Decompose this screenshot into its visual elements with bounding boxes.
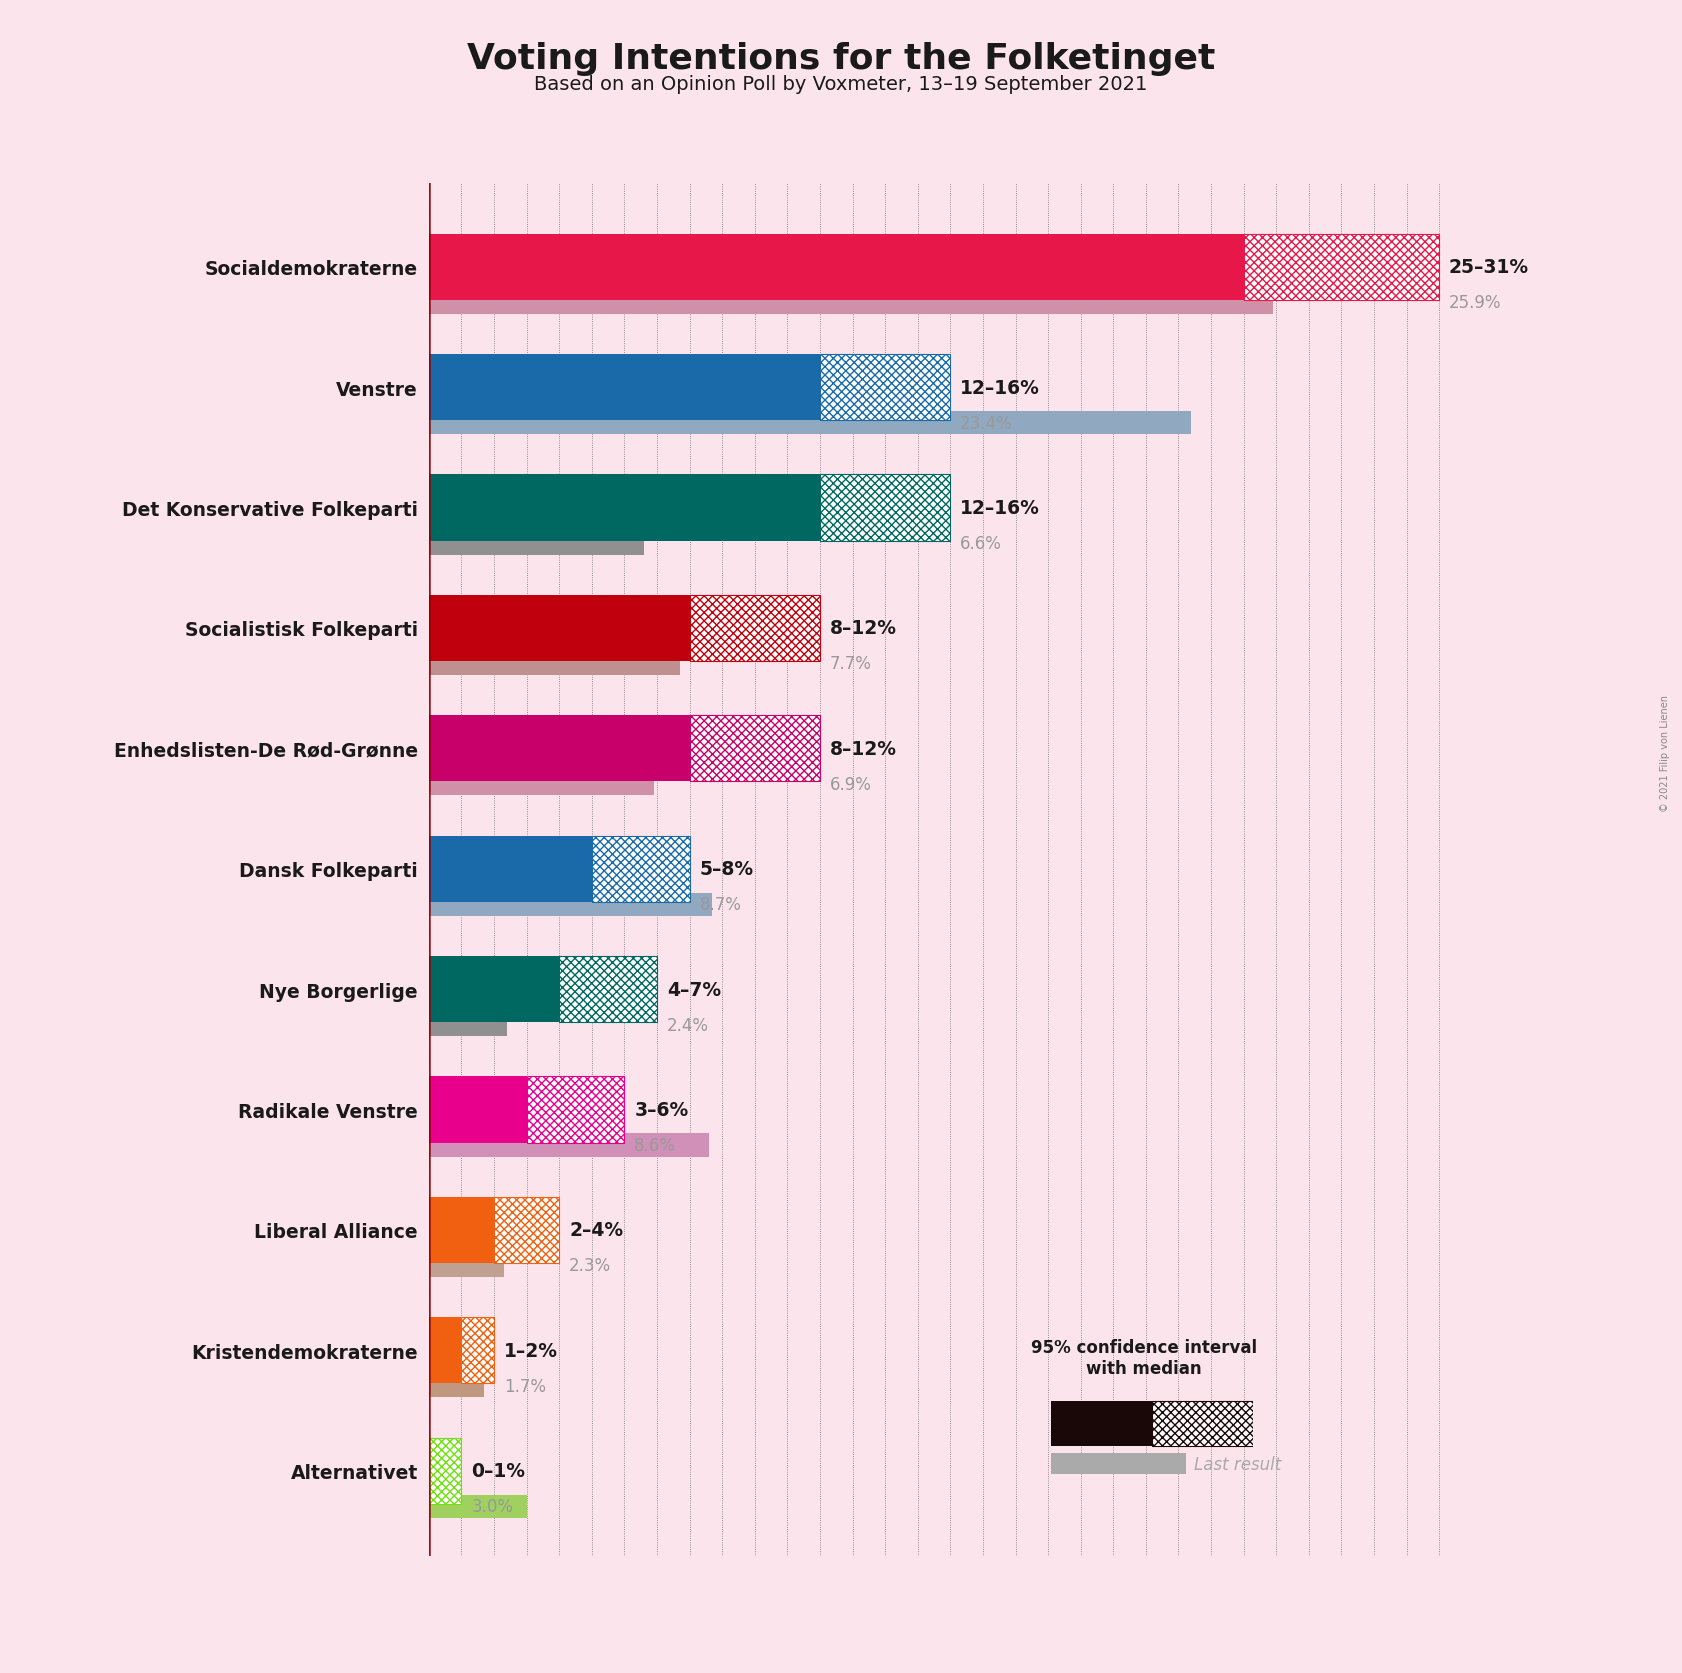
Bar xyxy=(429,1494,526,1517)
Bar xyxy=(429,291,1273,315)
Bar xyxy=(690,716,821,781)
Bar xyxy=(1051,1400,1152,1447)
Bar xyxy=(429,1437,461,1504)
Bar xyxy=(429,1077,526,1143)
Bar xyxy=(429,412,1191,435)
Bar xyxy=(429,773,654,796)
Bar xyxy=(429,475,819,542)
Bar xyxy=(558,957,658,1022)
Bar xyxy=(429,893,713,917)
Bar xyxy=(690,716,821,781)
Text: 4–7%: 4–7% xyxy=(666,980,722,999)
Text: 2–4%: 2–4% xyxy=(569,1221,622,1240)
Bar xyxy=(429,957,558,1022)
Bar xyxy=(429,1134,710,1158)
Text: 12–16%: 12–16% xyxy=(960,378,1039,398)
Text: 2.3%: 2.3% xyxy=(569,1256,611,1275)
Bar xyxy=(461,1317,495,1384)
Bar xyxy=(429,355,819,422)
Text: 5–8%: 5–8% xyxy=(700,860,754,878)
Bar xyxy=(429,1014,508,1037)
Text: Based on an Opinion Poll by Voxmeter, 13–19 September 2021: Based on an Opinion Poll by Voxmeter, 13… xyxy=(535,75,1147,94)
Bar xyxy=(1243,234,1440,301)
Bar xyxy=(429,652,680,676)
Bar xyxy=(429,1375,484,1397)
Text: 23.4%: 23.4% xyxy=(960,415,1013,432)
Text: 3.0%: 3.0% xyxy=(471,1497,513,1516)
Bar xyxy=(558,957,658,1022)
Bar xyxy=(461,1317,495,1384)
Bar xyxy=(819,355,950,422)
Bar xyxy=(429,836,592,902)
Text: 1–2%: 1–2% xyxy=(505,1342,558,1360)
Text: 2.4%: 2.4% xyxy=(666,1016,708,1034)
Text: 3–6%: 3–6% xyxy=(634,1101,688,1119)
Bar xyxy=(1243,234,1440,301)
Bar xyxy=(819,475,950,542)
Bar xyxy=(495,1198,558,1263)
Text: 7.7%: 7.7% xyxy=(829,656,871,673)
Text: 8–12%: 8–12% xyxy=(829,619,897,637)
Text: 25.9%: 25.9% xyxy=(1448,294,1502,311)
Bar xyxy=(819,355,950,422)
Bar xyxy=(526,1077,624,1143)
Bar xyxy=(592,836,690,902)
Bar xyxy=(429,1198,495,1263)
Bar xyxy=(429,1437,461,1504)
Bar xyxy=(526,1077,624,1143)
Bar xyxy=(429,234,1243,301)
Bar xyxy=(495,1198,558,1263)
Text: 25–31%: 25–31% xyxy=(1448,258,1529,278)
Bar xyxy=(429,532,644,555)
Text: 0–1%: 0–1% xyxy=(471,1462,525,1481)
Text: © 2021 Filip von Lienen: © 2021 Filip von Lienen xyxy=(1660,694,1670,811)
Bar xyxy=(429,1255,505,1276)
Bar xyxy=(429,596,690,661)
Text: 6.6%: 6.6% xyxy=(960,535,1002,552)
Text: 12–16%: 12–16% xyxy=(960,499,1039,517)
Bar xyxy=(429,1317,461,1384)
Text: 8–12%: 8–12% xyxy=(829,739,897,758)
Bar xyxy=(690,596,821,661)
Text: 1.7%: 1.7% xyxy=(505,1377,547,1395)
Text: Voting Intentions for the Folketinget: Voting Intentions for the Folketinget xyxy=(468,42,1214,75)
Bar xyxy=(1152,1400,1253,1447)
Bar xyxy=(592,836,690,902)
Text: 8.6%: 8.6% xyxy=(634,1136,676,1154)
Bar xyxy=(1152,1400,1253,1447)
Text: 8.7%: 8.7% xyxy=(700,895,742,913)
Text: 6.9%: 6.9% xyxy=(829,775,871,793)
Text: Last result: Last result xyxy=(1194,1456,1282,1472)
Bar xyxy=(690,596,821,661)
Bar xyxy=(819,475,950,542)
Text: 95% confidence interval
with median: 95% confidence interval with median xyxy=(1031,1338,1256,1377)
Bar xyxy=(429,716,690,781)
